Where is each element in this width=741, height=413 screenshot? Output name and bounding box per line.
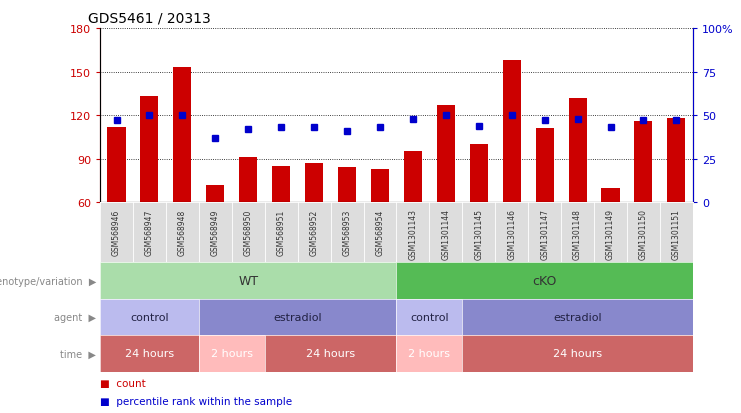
- Bar: [470, 145, 488, 203]
- Text: GSM568952: GSM568952: [310, 209, 319, 255]
- Text: ■  count: ■ count: [100, 378, 146, 388]
- Bar: [602, 188, 619, 203]
- Text: GSM1301147: GSM1301147: [540, 209, 549, 260]
- Text: 24 hours: 24 hours: [306, 349, 355, 358]
- Bar: [206, 185, 225, 203]
- Bar: [668, 119, 685, 203]
- Text: GSM568946: GSM568946: [112, 209, 121, 255]
- Text: GDS5461 / 20313: GDS5461 / 20313: [88, 11, 211, 25]
- Bar: [568, 98, 587, 203]
- Text: control: control: [410, 312, 449, 322]
- Text: GSM568953: GSM568953: [342, 209, 351, 255]
- Text: GSM1301145: GSM1301145: [474, 209, 483, 260]
- Text: 24 hours: 24 hours: [125, 349, 174, 358]
- Text: GSM568949: GSM568949: [210, 209, 220, 255]
- Text: cKO: cKO: [533, 274, 556, 287]
- Text: GSM568947: GSM568947: [145, 209, 154, 255]
- Text: GSM1301149: GSM1301149: [606, 209, 615, 260]
- Text: GSM568948: GSM568948: [178, 209, 187, 255]
- Text: WT: WT: [238, 274, 259, 287]
- Bar: [107, 128, 125, 203]
- Text: ■  percentile rank within the sample: ■ percentile rank within the sample: [100, 396, 292, 406]
- Text: estradiol: estradiol: [554, 312, 602, 322]
- Bar: [634, 122, 653, 203]
- Text: GSM1301143: GSM1301143: [408, 209, 417, 260]
- Text: 24 hours: 24 hours: [553, 349, 602, 358]
- Bar: [305, 164, 323, 203]
- Text: GSM1301146: GSM1301146: [507, 209, 516, 260]
- Text: GSM568954: GSM568954: [376, 209, 385, 255]
- Bar: [502, 61, 521, 203]
- Bar: [140, 97, 159, 203]
- Text: GSM1301151: GSM1301151: [672, 209, 681, 259]
- Text: time  ▶: time ▶: [61, 349, 96, 358]
- Text: 2 hours: 2 hours: [408, 349, 451, 358]
- Bar: [239, 158, 257, 203]
- Text: GSM568950: GSM568950: [244, 209, 253, 255]
- Text: estradiol: estradiol: [273, 312, 322, 322]
- Bar: [272, 166, 290, 203]
- Text: agent  ▶: agent ▶: [54, 312, 96, 322]
- Text: GSM1301148: GSM1301148: [573, 209, 582, 259]
- Bar: [404, 152, 422, 203]
- Bar: [436, 106, 455, 203]
- Bar: [338, 168, 356, 203]
- Bar: [536, 129, 554, 203]
- Text: 2 hours: 2 hours: [210, 349, 253, 358]
- Text: genotype/variation  ▶: genotype/variation ▶: [0, 276, 96, 286]
- Text: GSM1301150: GSM1301150: [639, 209, 648, 260]
- Bar: [371, 169, 389, 203]
- Text: control: control: [130, 312, 169, 322]
- Text: GSM1301144: GSM1301144: [442, 209, 451, 260]
- Bar: [173, 68, 191, 203]
- Text: GSM568951: GSM568951: [276, 209, 286, 255]
